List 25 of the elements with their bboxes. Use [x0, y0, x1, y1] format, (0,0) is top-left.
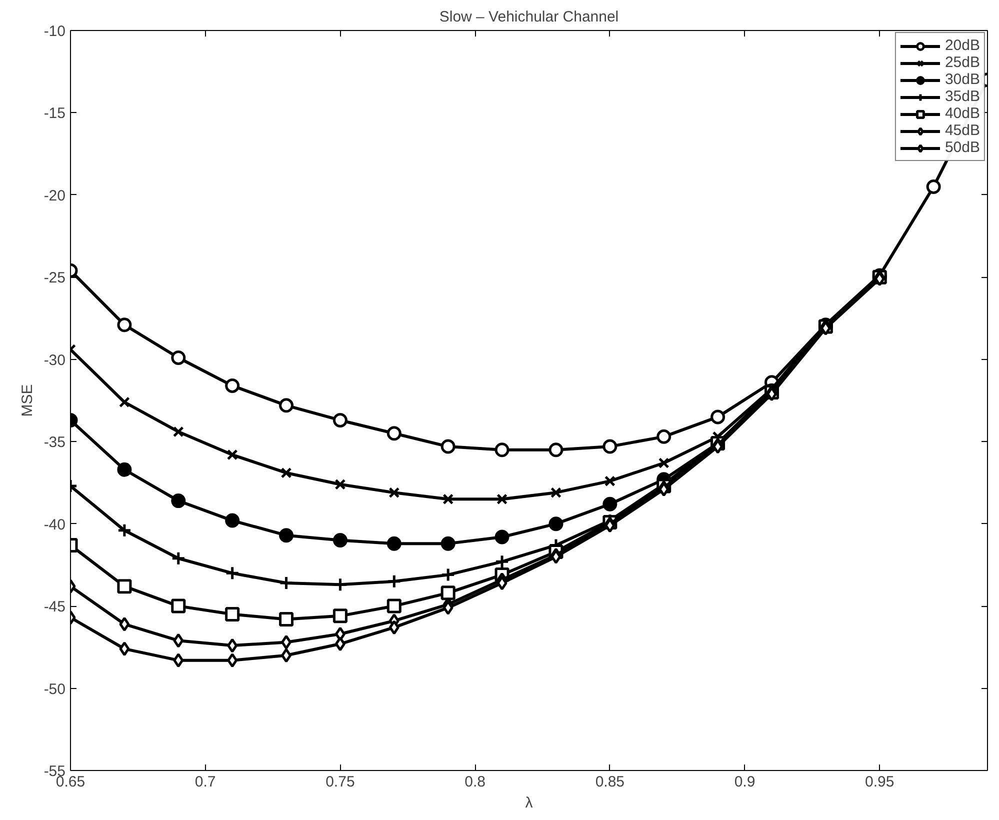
y-tick-label: -45	[44, 598, 66, 616]
x-tick-label: 0.7	[194, 774, 216, 790]
legend-label: 20dB	[944, 37, 980, 54]
x-axis-title: λ	[525, 794, 534, 812]
y-tick-label: -35	[44, 434, 66, 452]
y-tick-label: -15	[44, 105, 66, 122]
y-axis-title: MSE	[18, 384, 36, 417]
x-tick-label: 0.95	[865, 774, 894, 790]
legend-label: 40dB	[944, 105, 980, 122]
legend-label: 25dB	[944, 54, 980, 71]
x-tick-label: 0.8	[464, 774, 486, 790]
y-tick-label: -50	[44, 680, 66, 698]
y-tick-label: -20	[44, 187, 66, 204]
legend-label: 45dB	[944, 122, 980, 139]
chart-title: Slow – Vehichular Channel	[439, 8, 619, 26]
x-tick-label: 0.75	[326, 774, 355, 790]
x-tick-label: 0.85	[595, 774, 625, 790]
legend-label: 30dB	[944, 71, 980, 88]
y-tick-label: -30	[44, 352, 66, 369]
y-tick-label: -10	[44, 23, 66, 40]
legend-label: 50dB	[944, 139, 980, 156]
y-tick-label: -40	[44, 516, 66, 534]
legend-label: 35dB	[944, 88, 980, 105]
x-tick-label: 0.9	[734, 774, 756, 790]
y-tick-label: -25	[44, 270, 66, 287]
